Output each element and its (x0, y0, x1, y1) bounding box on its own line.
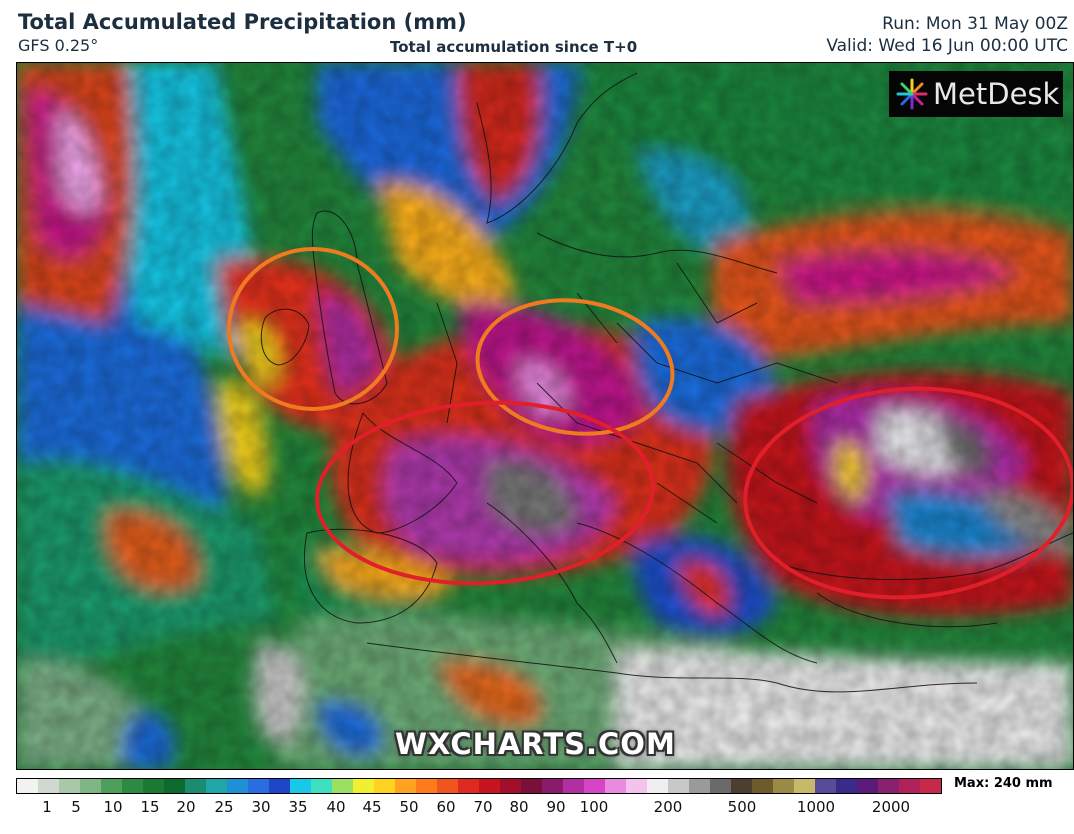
legend-swatch (143, 779, 164, 793)
legend-tick-label: 40 (326, 798, 346, 816)
legend-swatch (248, 779, 269, 793)
legend-swatch (773, 779, 794, 793)
legend-tick-label: 20 (176, 798, 196, 816)
precipitation-map: MetDesk WXCHARTS.COM (16, 62, 1074, 770)
legend-max-label: Max: 240 mm (954, 776, 1053, 791)
legend-tick-label: 35 (288, 798, 308, 816)
legend-swatch (752, 779, 773, 793)
legend-swatch (542, 779, 563, 793)
legend-tick-label: 70 (473, 798, 493, 816)
legend-swatch (269, 779, 290, 793)
legend-tick-label: 25 (214, 798, 234, 816)
legend-tick-label: 60 (436, 798, 456, 816)
legend-tick-label: 500 (727, 798, 757, 816)
legend-swatch (164, 779, 185, 793)
coastlines (260, 72, 1073, 693)
legend-tick-label: 15 (140, 798, 160, 816)
accumulation-subtitle: Total accumulation since T+0 (390, 38, 638, 56)
france-red-ellipse (315, 400, 655, 586)
legend-tick-label: 50 (399, 798, 419, 816)
legend-tick-label: 30 (251, 798, 271, 816)
legend-swatch (479, 779, 500, 793)
chart-header: Total Accumulated Precipitation (mm) GFS… (0, 0, 1074, 60)
legend-swatch (647, 779, 668, 793)
legend-swatch (311, 779, 332, 793)
legend-swatch (101, 779, 122, 793)
legend-swatch (416, 779, 437, 793)
wxcharts-watermark: WXCHARTS.COM (395, 727, 676, 761)
legend-swatch (59, 779, 80, 793)
legend-swatch (857, 779, 878, 793)
legend-tick-label: 2000 (871, 798, 911, 816)
legend-swatch (836, 779, 857, 793)
legend-swatch (38, 779, 59, 793)
precipitation-field (17, 63, 1073, 769)
legend-tick-label: 1 (42, 798, 52, 816)
legend-swatch (122, 779, 143, 793)
legend-tick-label: 10 (103, 798, 123, 816)
legend-tick-label: 80 (509, 798, 529, 816)
legend-swatch (17, 779, 38, 793)
legend-swatch (185, 779, 206, 793)
legend-swatch (290, 779, 311, 793)
legend-tick-label: 45 (362, 798, 382, 816)
legend-swatch (458, 779, 479, 793)
legend-swatch (794, 779, 815, 793)
legend-swatch (668, 779, 689, 793)
legend-swatch (899, 779, 920, 793)
precipitation-legend: Max: 240 mm 1 5 10 15 20 25 30 35 40 45 50 60 70 80 90… (16, 776, 1074, 834)
legend-swatch (332, 779, 353, 793)
legend-tick-label: 200 (653, 798, 683, 816)
legend-tick-label: 90 (546, 798, 566, 816)
legend-swatch (500, 779, 521, 793)
starburst-logo-icon (896, 78, 928, 110)
run-time-label: Run: Mon 31 May 00Z (882, 14, 1068, 34)
legend-tick-label: 5 (71, 798, 81, 816)
legend-swatch (521, 779, 542, 793)
ireland-orange-ellipse (227, 247, 399, 411)
legend-tick-label: 1000 (796, 798, 836, 816)
legend-swatch (731, 779, 752, 793)
legend-swatch (584, 779, 605, 793)
legend-swatch (689, 779, 710, 793)
legend-swatch (206, 779, 227, 793)
germany-orange-ellipse (475, 298, 675, 436)
legend-swatch (437, 779, 458, 793)
chart-title: Total Accumulated Precipitation (mm) (18, 10, 467, 34)
legend-swatch (563, 779, 584, 793)
legend-swatch (605, 779, 626, 793)
model-label: GFS 0.25° (18, 36, 99, 55)
legend-swatch (626, 779, 647, 793)
legend-swatch (227, 779, 248, 793)
legend-swatch (920, 779, 941, 793)
legend-swatch (710, 779, 731, 793)
legend-swatch (815, 779, 836, 793)
legend-swatch (80, 779, 101, 793)
legend-tick-label: 100 (579, 798, 609, 816)
legend-swatch (353, 779, 374, 793)
metdesk-logo-text: MetDesk (933, 77, 1060, 111)
valid-time-label: Valid: Wed 16 Jun 00:00 UTC (826, 36, 1068, 56)
metdesk-logo: MetDesk (889, 71, 1063, 117)
legend-swatch (374, 779, 395, 793)
legend-swatch (878, 779, 899, 793)
legend-swatch (395, 779, 416, 793)
black-sea-red-ellipse (743, 386, 1073, 600)
legend-colorbar (16, 778, 942, 794)
